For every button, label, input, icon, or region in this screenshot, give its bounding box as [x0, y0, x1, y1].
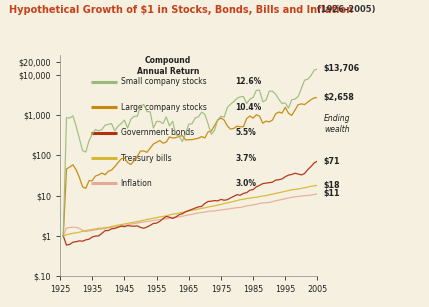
Text: (1926–2005): (1926–2005): [314, 5, 375, 14]
Text: 12.6%: 12.6%: [235, 77, 261, 86]
Text: Inflation: Inflation: [121, 179, 152, 188]
Text: Small company stocks: Small company stocks: [121, 77, 206, 86]
Text: Large company stocks: Large company stocks: [121, 103, 206, 112]
Text: 10.4%: 10.4%: [235, 103, 261, 112]
Text: Ending
wealth: Ending wealth: [324, 114, 350, 134]
Text: Government bonds: Government bonds: [121, 128, 194, 137]
Text: Hypothetical Growth of $1 in Stocks, Bonds, Bills and Inflation: Hypothetical Growth of $1 in Stocks, Bon…: [9, 5, 353, 15]
Text: 3.0%: 3.0%: [235, 179, 256, 188]
Text: Compound
Annual Return: Compound Annual Return: [137, 56, 199, 76]
Text: Treasury bills: Treasury bills: [121, 154, 171, 162]
Text: $18: $18: [324, 181, 341, 190]
Text: $2,658: $2,658: [324, 93, 355, 102]
Text: 3.7%: 3.7%: [235, 154, 256, 162]
Text: $13,706: $13,706: [324, 64, 360, 73]
Text: $11: $11: [324, 189, 340, 198]
Text: $71: $71: [324, 157, 340, 166]
Text: 5.5%: 5.5%: [235, 128, 256, 137]
